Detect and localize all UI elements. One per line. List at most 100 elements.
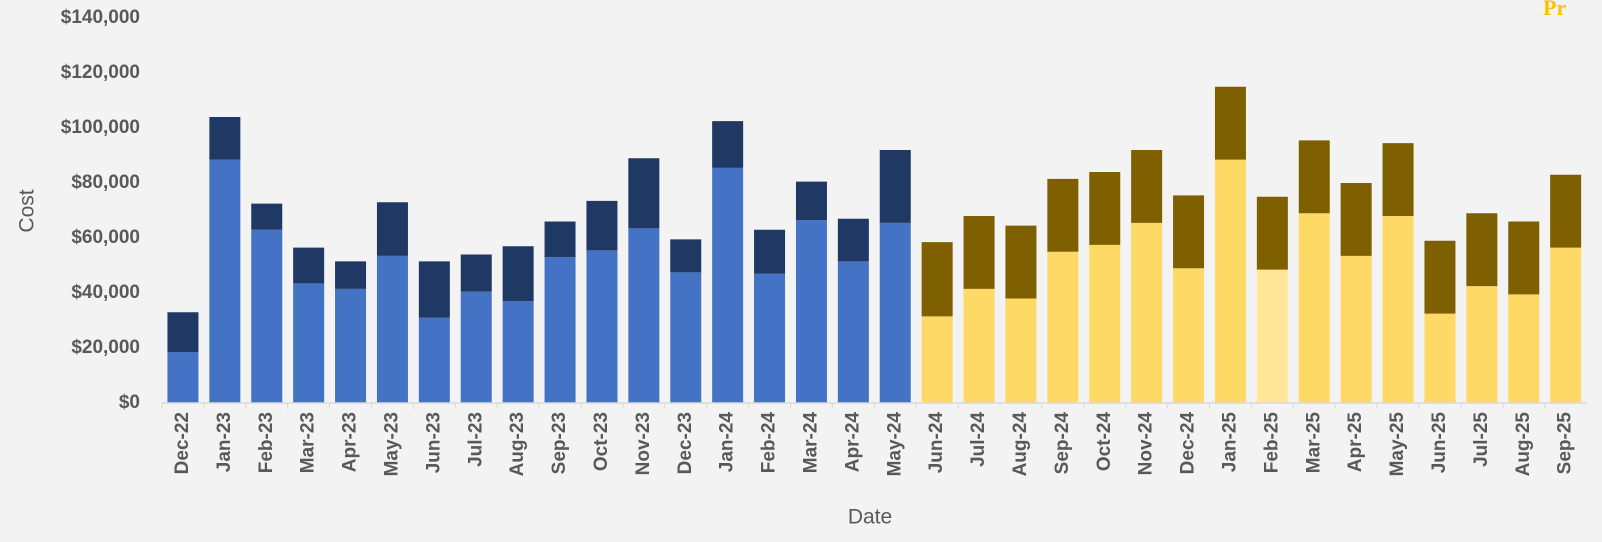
- bar-segment: [1256, 196, 1288, 270]
- bar-segment: [1089, 244, 1121, 403]
- annotation: Pr: [1543, 0, 1566, 20]
- bar-segment: [1424, 313, 1456, 403]
- bar-segment: [1047, 251, 1079, 403]
- bar-segment: [1424, 240, 1456, 314]
- bar-segment: [1382, 216, 1414, 403]
- bar-segment: [376, 202, 408, 256]
- bar-segment: [251, 229, 283, 403]
- bar-segment: [1340, 255, 1372, 403]
- bar-segment: [670, 272, 702, 403]
- y-tick-label: $20,000: [71, 337, 140, 358]
- x-axis-title: Date: [848, 506, 892, 529]
- x-tick-label: Aug-23: [507, 412, 528, 476]
- x-tick-label: Sep-25: [1555, 412, 1576, 475]
- bar-segment: [502, 301, 534, 403]
- bar-segment: [1214, 159, 1246, 403]
- x-tick-label: Feb-23: [256, 412, 277, 473]
- y-tick-label: $120,000: [61, 62, 140, 83]
- x-tick-label: May-25: [1387, 412, 1408, 477]
- x-tick-label: Mar-25: [1303, 412, 1324, 474]
- bar-segment: [418, 261, 450, 318]
- bar-segment: [628, 158, 660, 229]
- x-tick-label: Dec-22: [172, 412, 193, 474]
- x-tick-label: Feb-24: [759, 412, 780, 474]
- bar-segment: [586, 250, 618, 403]
- x-tick-label: Oct-23: [591, 412, 612, 471]
- y-tick-label: $80,000: [71, 172, 140, 193]
- y-tick-label: $140,000: [61, 7, 140, 28]
- x-tick-label: Jul-24: [968, 412, 989, 467]
- bar-segment: [1131, 222, 1163, 403]
- bar-segment: [502, 246, 534, 302]
- x-tick-label: Mar-23: [298, 412, 319, 473]
- x-tick-label: Jul-25: [1471, 412, 1492, 467]
- bar-segment: [921, 242, 953, 317]
- x-tick-label: Nov-24: [1136, 412, 1157, 476]
- bar-segment: [1298, 140, 1330, 214]
- bar-segment: [376, 255, 408, 403]
- bar-segment: [1005, 298, 1037, 403]
- x-tick-label: Jun-23: [423, 412, 444, 473]
- x-tick-label: Sep-24: [1052, 412, 1073, 475]
- bar-segment: [1550, 247, 1582, 403]
- bar-segment: [209, 159, 241, 403]
- bar-segment: [460, 254, 492, 292]
- bar-segment: [1466, 213, 1498, 287]
- bar-segment: [586, 200, 618, 251]
- bar-segment: [167, 352, 199, 403]
- x-tick-label: Jan-24: [717, 412, 738, 473]
- x-tick-label: Apr-25: [1345, 412, 1366, 473]
- bar-segment: [1340, 183, 1372, 256]
- bar-segment: [670, 239, 702, 273]
- bar-segment: [335, 288, 367, 403]
- bar-segment: [795, 220, 827, 403]
- bar-segment: [1550, 174, 1582, 248]
- x-tick-label: Mar-24: [800, 412, 821, 474]
- bar-segment: [460, 291, 492, 403]
- bar-segment: [921, 316, 953, 403]
- x-tick-label: Apr-24: [842, 412, 863, 473]
- x-tick-label: May-24: [884, 412, 905, 477]
- bar-segment: [712, 167, 744, 403]
- bar-segment: [1298, 213, 1330, 403]
- bar-segment: [167, 312, 199, 353]
- bar-segment: [963, 288, 995, 403]
- bar-segment: [1214, 86, 1246, 160]
- x-tick-label: Dec-24: [1178, 412, 1199, 475]
- bar-segment: [1256, 269, 1288, 403]
- bar-segment: [1089, 172, 1121, 245]
- bar-segment: [837, 218, 869, 262]
- x-tick-label: Oct-24: [1094, 412, 1115, 472]
- bar-segment: [963, 216, 995, 289]
- x-tick-label: May-23: [381, 412, 402, 476]
- x-tick-label: Aug-24: [1010, 412, 1031, 477]
- bar-segment: [1005, 225, 1037, 299]
- y-tick-label: $100,000: [61, 117, 140, 138]
- bar-segment: [1508, 294, 1540, 403]
- bar-segment: [418, 317, 450, 403]
- bar-segment: [879, 222, 911, 403]
- bar-segment: [754, 229, 786, 274]
- x-tick-label: Jun-24: [926, 412, 947, 474]
- bar-segment: [293, 247, 325, 284]
- x-tick-label: Jan-25: [1219, 412, 1240, 473]
- y-axis-title: Cost: [16, 189, 39, 232]
- bar-segment: [754, 273, 786, 403]
- bar-segment: [1173, 195, 1205, 269]
- x-tick-label: Jul-23: [465, 412, 486, 467]
- y-tick-label: $60,000: [71, 227, 140, 248]
- bar-segment: [1173, 268, 1205, 403]
- x-tick-label: Sep-23: [549, 412, 570, 474]
- bar-segment: [712, 121, 744, 168]
- bar-segment: [837, 261, 869, 403]
- bar-segment: [544, 221, 576, 258]
- bar-segment: [335, 261, 367, 289]
- x-tick-label: Apr-23: [340, 412, 361, 472]
- x-tick-label: Dec-23: [675, 412, 696, 474]
- bar-segment: [1466, 286, 1498, 403]
- bar-segment: [293, 283, 325, 403]
- bar-segment: [628, 228, 660, 403]
- bar-segment: [1382, 143, 1414, 216]
- x-tick-label: Jan-23: [214, 412, 235, 472]
